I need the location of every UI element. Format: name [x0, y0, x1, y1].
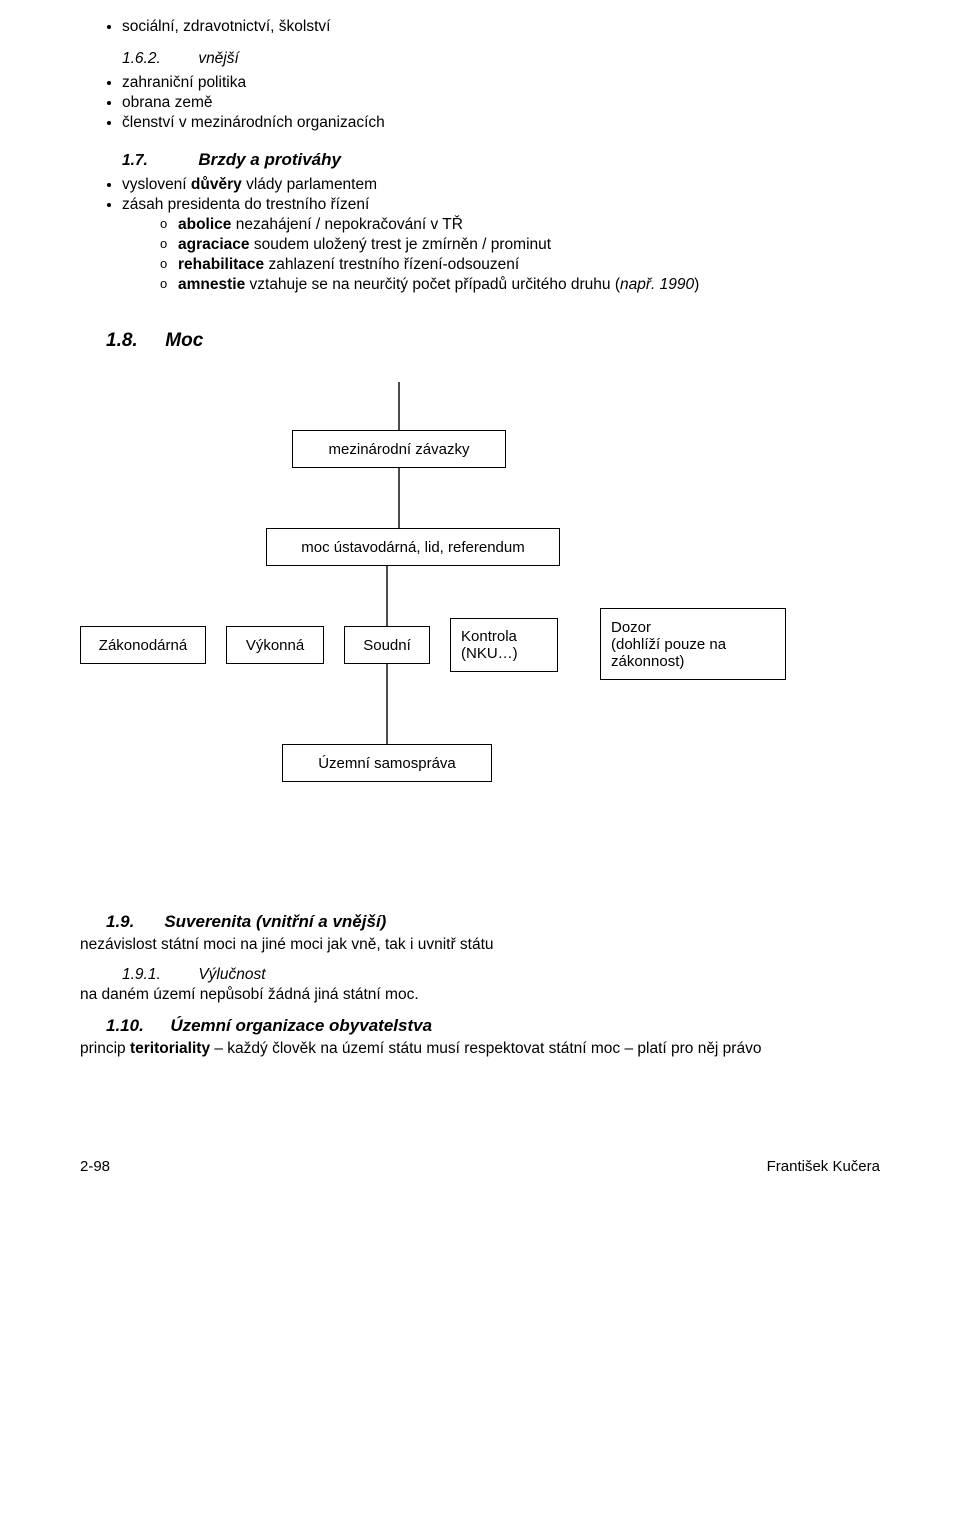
text-bold: teritoriality: [130, 1040, 210, 1057]
list-item: amnestie vztahuje se na neurčitý počet p…: [160, 276, 880, 294]
text: vztahuje se na neurčitý počet případů ur…: [245, 276, 620, 293]
text: zásah presidenta do trestního řízení: [122, 196, 369, 213]
text: ): [694, 276, 699, 293]
bullet-list-socialni: sociální, zdravotnictví, školství: [80, 18, 880, 36]
page-root: sociální, zdravotnictví, školství 1.6.2.…: [0, 0, 960, 1205]
list-item: abolice nezahájení / nepokračování v TŘ: [160, 216, 880, 234]
text: princip: [80, 1040, 130, 1057]
list-item: zásah presidenta do trestního řízení abo…: [122, 196, 880, 294]
term: agraciace: [178, 236, 250, 253]
section-title: Suverenita (vnitřní a vnější): [164, 912, 386, 931]
section-title: Brzdy a protiváhy: [198, 150, 341, 169]
diagram-node-vykonna: Výkonná: [226, 626, 324, 664]
section-number: 1.10.: [106, 1016, 166, 1036]
heading-1-8: 1.8. Moc: [106, 330, 880, 352]
diagram-node-zakonodarna: Zákonodárná: [80, 626, 206, 664]
text: zahlazení trestního řízení-odsouzení: [264, 256, 519, 273]
sublist: abolice nezahájení / nepokračování v TŘ …: [122, 216, 880, 294]
list-item: vyslovení důvěry vlády parlamentem: [122, 176, 880, 194]
text: soudem uložený trest je zmírněn / promin…: [250, 236, 552, 253]
heading-1-7: 1.7. Brzdy a protiváhy: [122, 150, 880, 170]
section-title: vnější: [198, 50, 239, 67]
term: abolice: [178, 216, 231, 233]
list-item: sociální, zdravotnictví, školství: [122, 18, 880, 36]
section-title: Územní organizace obyvatelstva: [170, 1016, 432, 1035]
text: – každý člověk na území státu musí respe…: [210, 1040, 761, 1057]
section-number: 1.9.: [106, 912, 160, 932]
text: vyslovení: [122, 176, 191, 193]
footer-page-number: 2-98: [80, 1158, 110, 1175]
text: vlády parlamentem: [242, 176, 377, 193]
list-item: obrana země: [122, 94, 880, 112]
body-text: na daném území nepůsobí žádná jiná státn…: [80, 986, 880, 1004]
diagram-node-mezinarodni: mezinárodní závazky: [292, 430, 506, 468]
heading-1-9: 1.9. Suverenita (vnitřní a vnější): [106, 912, 880, 932]
diagram-node-kontrola: Kontrola (NKU…): [450, 618, 558, 672]
list-item: rehabilitace zahlazení trestního řízení-…: [160, 256, 880, 274]
section-number: 1.8.: [106, 330, 160, 352]
list-item: členství v mezinárodních organizacích: [122, 114, 880, 132]
section-number: 1.6.2.: [122, 50, 194, 68]
section-title: Výlučnost: [198, 966, 265, 983]
list-item: zahraniční politika: [122, 74, 880, 92]
bullet-list-vnejsi: zahraniční politika obrana země členství…: [80, 74, 880, 132]
diagram-node-soudni: Soudní: [344, 626, 430, 664]
body-text: nezávislost státní moci na jiné moci jak…: [80, 936, 880, 954]
diagram-node-ustavodarna: moc ústavodárná, lid, referendum: [266, 528, 560, 566]
moc-diagram: mezinárodní závazky moc ústavodárná, lid…: [80, 382, 880, 852]
body-text: princip teritoriality – každý člověk na …: [80, 1040, 880, 1058]
text: nezahájení / nepokračování v TŘ: [231, 216, 463, 233]
text-bold: důvěry: [191, 176, 242, 193]
heading-1-10: 1.10. Územní organizace obyvatelstva: [106, 1016, 880, 1036]
footer-author: František Kučera: [767, 1158, 880, 1175]
section-number: 1.7.: [122, 152, 194, 170]
diagram-node-dozor: Dozor (dohlíží pouze na zákonnost): [600, 608, 786, 680]
diagram-node-uzemni: Územní samospráva: [282, 744, 492, 782]
text-italic: např. 1990: [620, 276, 694, 293]
section-title: Moc: [165, 330, 203, 351]
term: rehabilitace: [178, 256, 264, 273]
page-footer: 2-98 František Kučera: [80, 1158, 880, 1175]
list-item: agraciace soudem uložený trest je zmírně…: [160, 236, 880, 254]
heading-1-9-1: 1.9.1. Výlučnost: [122, 966, 880, 984]
heading-1-6-2: 1.6.2. vnější: [122, 50, 880, 68]
term: amnestie: [178, 276, 245, 293]
section-number: 1.9.1.: [122, 966, 194, 984]
bullet-list-brzdy: vyslovení důvěry vlády parlamentem zásah…: [80, 176, 880, 294]
